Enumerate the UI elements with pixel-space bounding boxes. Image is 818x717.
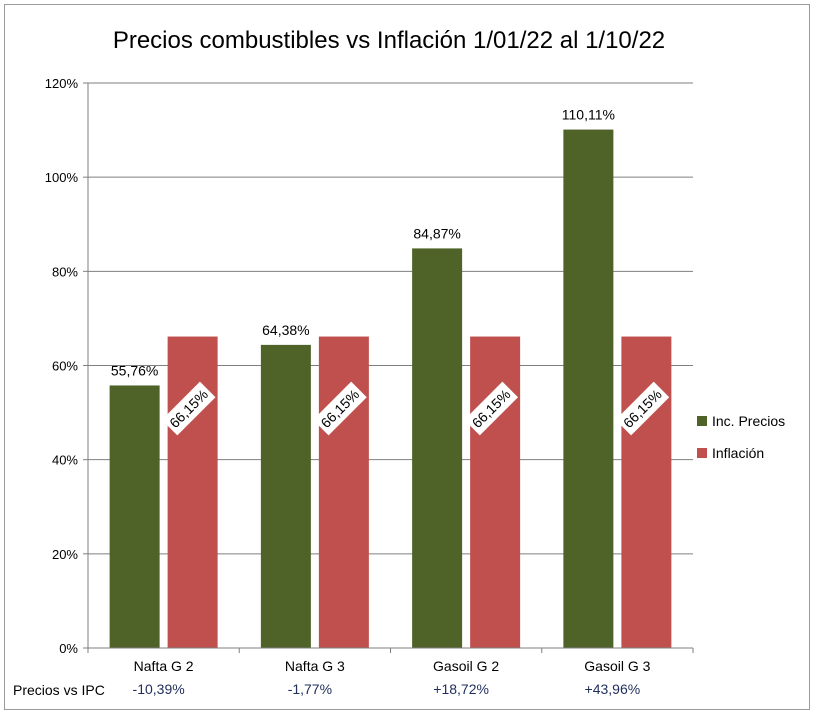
y-tick-label: 40% bbox=[52, 453, 78, 468]
legend-swatch bbox=[697, 416, 707, 426]
bar-inc-precios bbox=[563, 129, 614, 648]
data-label-inc-precios: 55,76% bbox=[111, 362, 158, 378]
footer-value: -10,39% bbox=[133, 681, 185, 697]
footer-value: +18,72% bbox=[433, 681, 489, 697]
bar-inc-precios bbox=[412, 248, 463, 648]
y-tick-label: 80% bbox=[52, 264, 78, 279]
y-tick-label: 60% bbox=[52, 359, 78, 374]
legend-label: Inc. Precios bbox=[712, 413, 785, 429]
bars bbox=[109, 129, 672, 648]
data-label-box bbox=[464, 381, 518, 436]
x-tick-label: Gasoil G 3 bbox=[584, 658, 650, 674]
x-axis: Nafta G 2 Nafta G 3 Gasoil G 2 Gasoil G 3 bbox=[87, 647, 694, 674]
data-label-box bbox=[615, 381, 670, 436]
data-label-inc-precios: 84,87% bbox=[413, 225, 460, 241]
x-tick-label: Nafta G 2 bbox=[134, 658, 194, 674]
bar-inflacion bbox=[167, 336, 218, 648]
data-label-box bbox=[313, 381, 367, 436]
y-tick-label: 120% bbox=[45, 76, 79, 91]
legend: Inc. Precios Inflación bbox=[697, 413, 785, 461]
y-tick-label: 20% bbox=[52, 547, 78, 562]
footer-value: +43,96% bbox=[585, 681, 641, 697]
legend-label: Inflación bbox=[712, 445, 764, 461]
footer-value: -1,77% bbox=[288, 681, 332, 697]
chart-title: Precios combustibles vs Inflación 1/01/2… bbox=[113, 27, 665, 54]
footer-label: Precios vs IPC bbox=[13, 682, 105, 698]
bar-inflacion bbox=[318, 336, 369, 648]
y-tick-label: 0% bbox=[59, 641, 78, 656]
y-axis: 0% 20% 40% 60% 80% 100% 120% bbox=[45, 76, 89, 656]
x-tick-label: Gasoil G 2 bbox=[433, 658, 499, 674]
bar-inc-precios bbox=[260, 344, 311, 648]
bar-inflacion bbox=[470, 336, 521, 648]
footer-row: Precios vs IPC -10,39% -1,77% +18,72% +43,9… bbox=[13, 681, 640, 698]
x-tick-label: Nafta G 3 bbox=[285, 658, 345, 674]
data-label-inc-precios: 64,38% bbox=[262, 322, 309, 338]
bar-inflacion bbox=[621, 336, 672, 648]
legend-swatch bbox=[697, 448, 707, 458]
data-label-inc-precios: 110,11% bbox=[562, 107, 615, 123]
data-label-box bbox=[161, 381, 216, 436]
bar-inc-precios bbox=[109, 385, 160, 648]
y-tick-label: 100% bbox=[45, 170, 79, 185]
